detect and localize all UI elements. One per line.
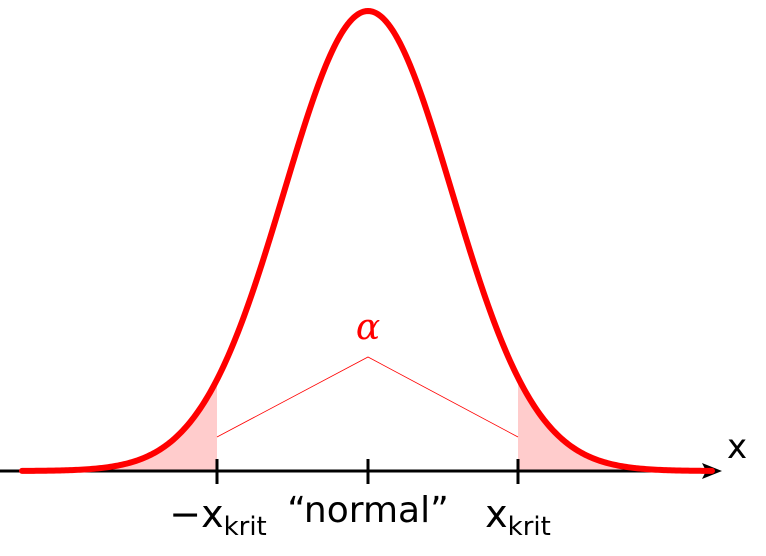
left-critical-label: −xkrit [169, 492, 267, 542]
krit-subscript: krit [224, 512, 267, 542]
minus-sign: − [169, 492, 201, 536]
alpha-label: α [356, 307, 380, 348]
right-critical-label: xkrit [485, 492, 551, 542]
x-symbol: x [485, 492, 508, 536]
axis-variable-label: x [727, 427, 747, 467]
right-tail-area [518, 377, 713, 471]
x-symbol: x [201, 492, 224, 536]
density-curve [19, 8, 715, 474]
center-normal-label: “normal” [287, 490, 448, 531]
krit-subscript: krit [508, 512, 551, 542]
left-tail-area [22, 379, 217, 471]
alpha-pointer-lines [216, 356, 519, 438]
